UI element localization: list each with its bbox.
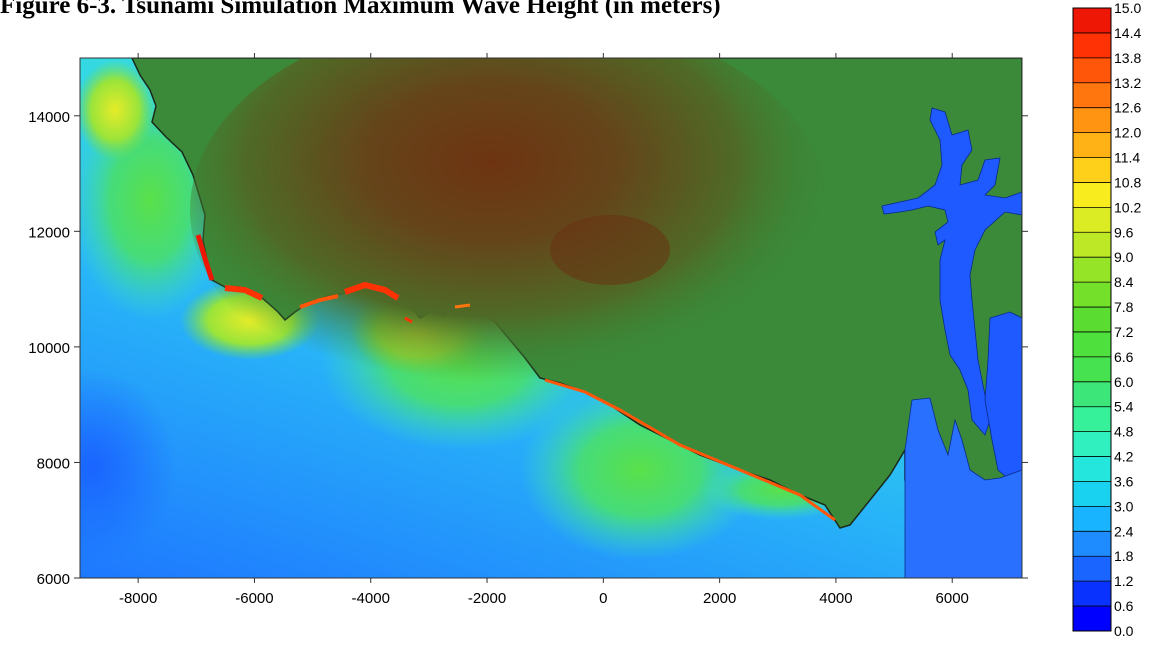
x-tick-label: -8000 bbox=[119, 590, 157, 607]
colorbar-label: 4.8 bbox=[1114, 424, 1134, 440]
colorbar-swatch bbox=[1073, 581, 1111, 607]
colorbar-label: 12.6 bbox=[1114, 100, 1141, 116]
colorbar-swatch bbox=[1073, 456, 1111, 482]
colorbar-label: 4.2 bbox=[1114, 449, 1134, 465]
colorbar-label: 8.4 bbox=[1114, 274, 1134, 290]
colorbar-swatch bbox=[1073, 282, 1111, 308]
colorbar-label: 14.4 bbox=[1114, 25, 1141, 41]
colorbar-label: 0.6 bbox=[1114, 598, 1134, 614]
colorbar-label: 6.6 bbox=[1114, 349, 1134, 365]
colorbar-label: 2.4 bbox=[1114, 523, 1134, 539]
figure-title: Figure 6-3. Tsunami Simulation Maximum W… bbox=[0, 0, 721, 19]
colorbar: 15.0 14.4 13.8 13.2 12.6 12.0 11.4 10.8 10.2 9.6 9… bbox=[1072, 0, 1141, 639]
x-tick-label: 6000 bbox=[936, 590, 969, 607]
harbor-water bbox=[904, 397, 1022, 578]
max-wave-band bbox=[195, 234, 215, 281]
harbor-water bbox=[984, 311, 1022, 481]
x-tick-label: 2000 bbox=[703, 590, 736, 607]
colorbar-swatch bbox=[1073, 307, 1111, 333]
colorbar-swatch bbox=[1073, 8, 1111, 34]
y-tick-label: 6000 bbox=[37, 571, 70, 588]
colorbar-label: 3.0 bbox=[1114, 498, 1134, 514]
colorbar-swatch bbox=[1073, 531, 1111, 557]
y-tick-label: 10000 bbox=[28, 340, 70, 357]
colorbar-label: 6.0 bbox=[1114, 374, 1134, 390]
colorbar-swatch bbox=[1073, 506, 1111, 532]
colorbar-label: 9.0 bbox=[1114, 249, 1134, 265]
colorbar-swatch bbox=[1073, 556, 1111, 582]
colorbar-label: 7.2 bbox=[1114, 324, 1134, 340]
colorbar-swatch bbox=[1073, 132, 1111, 159]
colorbar-swatch bbox=[1073, 381, 1111, 408]
colorbar-swatch bbox=[1073, 82, 1111, 109]
harbor-water bbox=[881, 107, 1022, 436]
colorbar-swatch bbox=[1073, 481, 1111, 507]
colorbar-swatch bbox=[1073, 57, 1111, 84]
colorbar-label: 1.2 bbox=[1114, 573, 1134, 589]
colorbar-swatch bbox=[1073, 157, 1111, 183]
y-tick-label: 12000 bbox=[28, 224, 70, 241]
highland-peak bbox=[550, 215, 670, 285]
colorbar-swatch bbox=[1073, 107, 1111, 134]
colorbar-label: 7.8 bbox=[1114, 299, 1134, 315]
colorbar-label: 1.8 bbox=[1114, 548, 1134, 564]
colorbar-swatch bbox=[1073, 356, 1111, 383]
colorbar-label: 13.2 bbox=[1114, 75, 1141, 91]
colorbar-label: 9.6 bbox=[1114, 224, 1134, 240]
colorbar-label: 3.6 bbox=[1114, 473, 1134, 489]
colorbar-swatch bbox=[1073, 406, 1111, 433]
colorbar-swatch bbox=[1073, 182, 1111, 208]
axis-ticks: -8000 -6000 -4000 -2000 0 2000 4000 6000 6000 800… bbox=[28, 53, 1028, 607]
max-wave-band bbox=[344, 281, 400, 301]
colorbar-label: 15.0 bbox=[1114, 0, 1141, 16]
max-wave-band bbox=[544, 378, 836, 522]
colorbar-label: 0.0 bbox=[1114, 623, 1134, 639]
colorbar-label: 10.2 bbox=[1114, 199, 1141, 215]
colorbar-swatch bbox=[1073, 232, 1111, 258]
heatmap-field bbox=[80, 58, 1022, 578]
colorbar-swatch bbox=[1073, 257, 1111, 283]
x-tick-label: -6000 bbox=[235, 590, 273, 607]
colorbar-swatch bbox=[1073, 32, 1111, 59]
y-tick-label: 8000 bbox=[37, 455, 70, 472]
x-tick-label: 4000 bbox=[819, 590, 852, 607]
x-tick-label: -2000 bbox=[468, 590, 506, 607]
wave-plume bbox=[80, 60, 155, 160]
max-wave-band bbox=[224, 285, 264, 301]
colorbar-swatch bbox=[1073, 606, 1111, 632]
max-wave-band bbox=[454, 303, 471, 309]
max-wave-band bbox=[404, 316, 413, 324]
highland-area bbox=[190, 58, 830, 410]
max-wave-band bbox=[299, 294, 339, 309]
colorbar-swatch bbox=[1073, 331, 1111, 358]
x-tick-label: 0 bbox=[599, 590, 607, 607]
colorbar-label: 12.0 bbox=[1114, 125, 1141, 141]
x-tick-label: -4000 bbox=[352, 590, 390, 607]
plot-frame bbox=[79, 57, 1023, 579]
colorbar-label: 13.8 bbox=[1114, 50, 1141, 66]
y-tick-label: 14000 bbox=[28, 109, 70, 126]
colorbar-label: 5.4 bbox=[1114, 399, 1134, 415]
colorbar-swatch bbox=[1073, 207, 1111, 233]
colorbar-label: 10.8 bbox=[1114, 174, 1141, 190]
colorbar-label: 11.4 bbox=[1114, 150, 1140, 166]
colorbar-swatch bbox=[1073, 431, 1111, 458]
